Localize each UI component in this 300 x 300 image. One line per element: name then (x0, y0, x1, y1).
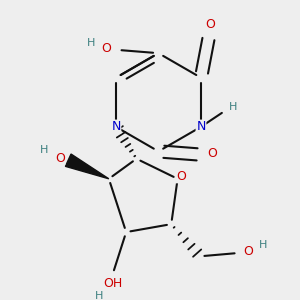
Text: O: O (102, 42, 112, 55)
Text: O: O (176, 169, 186, 183)
Text: H: H (87, 38, 95, 48)
Text: O: O (206, 18, 215, 31)
Text: O: O (208, 147, 218, 160)
Text: O: O (55, 152, 65, 165)
Text: O: O (244, 245, 254, 258)
Text: H: H (95, 291, 103, 300)
Text: H: H (259, 241, 267, 250)
Polygon shape (65, 154, 109, 179)
Text: OH: OH (104, 278, 123, 290)
Text: H: H (40, 145, 49, 155)
Text: N: N (111, 120, 121, 133)
Text: H: H (229, 101, 237, 112)
Text: N: N (196, 120, 206, 133)
